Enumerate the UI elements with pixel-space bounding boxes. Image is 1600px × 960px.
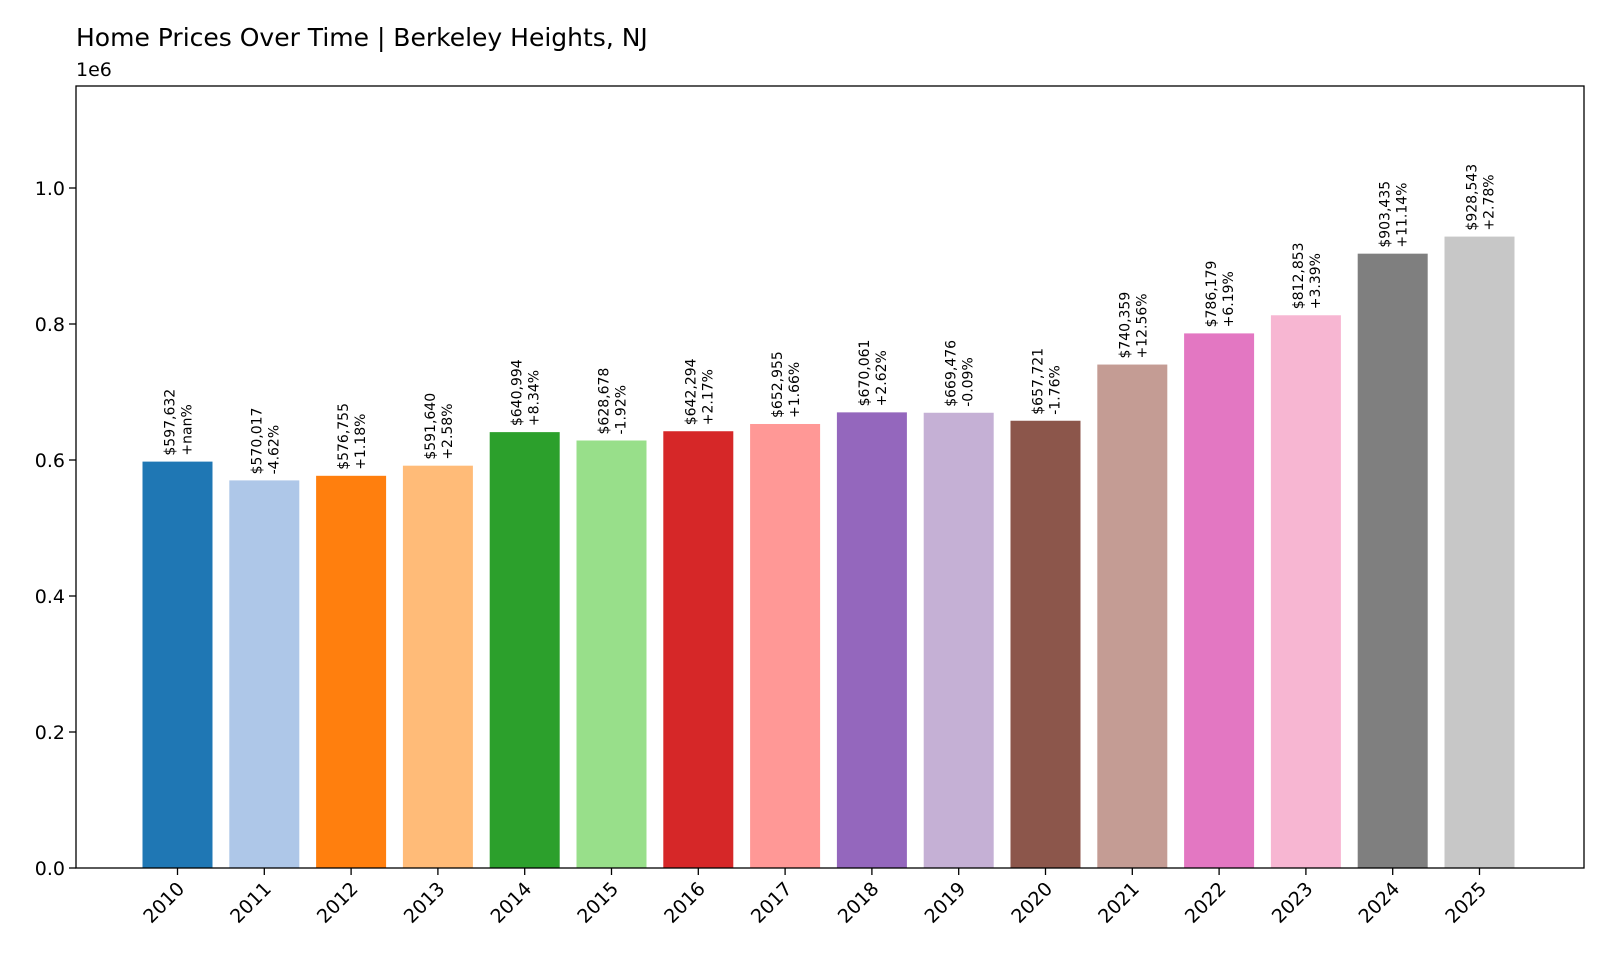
bar-2022	[1184, 333, 1255, 868]
bar-2015	[576, 440, 647, 868]
bar-value-label: $903,435	[1378, 181, 1394, 248]
y-tick-label: 0.2	[35, 722, 65, 744]
bar-value-label: $670,061	[857, 340, 873, 407]
plot-frame	[75, 85, 1585, 869]
x-tick-label: 2022	[1181, 878, 1231, 928]
x-tick-label: 2020	[1007, 878, 1057, 928]
bar-change-label: +2.58%	[440, 403, 456, 459]
bar-change-label: +2.62%	[874, 350, 890, 406]
bar-labels: $597,632 +nan% $570,017 -4.62% $576,755 +1.18…	[163, 164, 1498, 475]
y-tick-label: 0.6	[35, 450, 65, 472]
bar-value-label: $669,476	[944, 340, 960, 407]
bar-change-label: +1.66%	[787, 362, 803, 418]
bar-value-label: $812,853	[1291, 242, 1307, 309]
bar-change-label: +12.56%	[1134, 293, 1150, 358]
bar-2014	[489, 432, 560, 868]
x-tick-label: 2012	[313, 878, 363, 928]
x-tick-label: 2018	[834, 878, 884, 928]
bar-value-label: $652,955	[770, 351, 786, 418]
bars	[142, 236, 1515, 869]
x-tick-label: 2017	[747, 878, 797, 928]
bar-2016	[663, 431, 734, 868]
bar-2011	[229, 480, 300, 868]
x-tick-label: 2019	[920, 878, 970, 928]
bar-value-label: $640,994	[510, 359, 526, 426]
bar-2019	[923, 412, 994, 868]
y-axis: 0.0 0.2 0.4 0.6 0.8 1.0	[35, 178, 76, 880]
bar-value-label: $628,678	[597, 368, 613, 435]
bar-value-label: $740,359	[1117, 292, 1133, 359]
bar-change-label: +2.17%	[700, 369, 716, 425]
bar-value-label: $576,755	[336, 403, 352, 470]
bar-2023	[1270, 315, 1341, 868]
x-axis: 2010 2011 2012 2013 2014 2015 2016 2017 2018 2019…	[139, 868, 1491, 928]
bar-2017	[750, 423, 821, 868]
bar-change-label: +3.39%	[1308, 253, 1324, 309]
x-tick-label: 2014	[486, 878, 536, 928]
bar-change-label: -4.62%	[266, 425, 282, 475]
bar-2013	[402, 465, 473, 868]
x-tick-label: 2023	[1268, 878, 1318, 928]
x-tick-label: 2021	[1094, 878, 1144, 928]
bar-2025	[1444, 236, 1515, 868]
y-tick-label: 1.0	[35, 178, 65, 200]
x-tick-label: 2010	[139, 878, 189, 928]
bar-change-label: -1.92%	[614, 385, 630, 435]
y-tick-label: 0.4	[35, 586, 65, 608]
bar-value-label: $657,721	[1031, 348, 1047, 415]
bar-2012	[316, 475, 387, 868]
bar-2024	[1357, 253, 1428, 869]
bar-value-label: $786,179	[1204, 261, 1220, 328]
bar-value-label: $642,294	[683, 358, 699, 425]
y-axis-offset-label: 1e6	[76, 59, 112, 81]
x-tick-label: 2013	[400, 878, 450, 928]
bar-value-label: $597,632	[163, 389, 179, 456]
bar-change-label: +nan%	[180, 404, 196, 455]
bar-change-label: +2.78%	[1482, 174, 1498, 230]
bar-change-label: +8.34%	[527, 370, 543, 426]
bar-change-label: +1.18%	[353, 414, 369, 470]
bar-value-label: $928,543	[1465, 164, 1481, 231]
bar-value-label: $570,017	[249, 408, 265, 475]
x-tick-label: 2024	[1354, 878, 1404, 928]
bar-change-label: -1.76%	[1048, 365, 1064, 415]
x-tick-label: 2015	[573, 878, 623, 928]
y-tick-label: 0.0	[35, 858, 65, 880]
bar-2021	[1097, 364, 1168, 868]
bar-change-label: -0.09%	[961, 357, 977, 407]
x-tick-label: 2025	[1441, 878, 1491, 928]
x-tick-label: 2016	[660, 878, 710, 928]
bar-change-label: +6.19%	[1221, 271, 1237, 327]
bar-2020	[1010, 420, 1081, 868]
y-tick-label: 0.8	[35, 314, 65, 336]
chart-title: Home Prices Over Time | Berkeley Heights…	[76, 23, 648, 52]
bar-value-label: $591,640	[423, 393, 439, 460]
bar-2010	[142, 461, 213, 868]
bar-2018	[836, 412, 907, 868]
x-tick-label: 2011	[226, 878, 276, 928]
bar-change-label: +11.14%	[1395, 183, 1411, 248]
